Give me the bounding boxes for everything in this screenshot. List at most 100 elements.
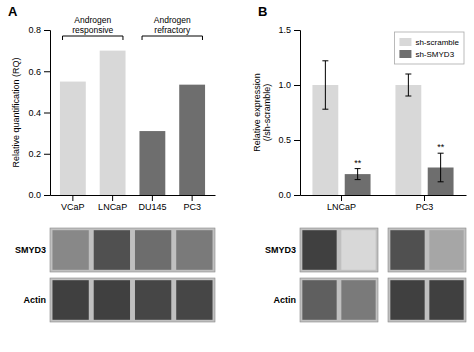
y-tick-label: 0.5	[278, 135, 291, 145]
bars	[312, 61, 453, 195]
y-tick: 0.6	[28, 67, 50, 77]
error-bar	[355, 169, 361, 180]
panel-1: 0.0 0.5 1.0 1.5 LNCaP PC3 Relative expression(…	[252, 4, 467, 212]
panel-2: SMYD3 Actin	[15, 228, 215, 322]
blot-band	[341, 230, 375, 270]
text-line: Relative quantification (RQ)	[11, 57, 21, 167]
blot-band	[176, 280, 212, 320]
y-tick: 0.5	[278, 135, 300, 145]
y-tick-label: 0.6	[28, 67, 41, 77]
x-axis: VCaP LNCaP DU145 PC3	[51, 195, 216, 212]
y-tick-mark	[44, 71, 50, 72]
error-bar	[438, 153, 444, 182]
y-tick: 0.0	[28, 190, 50, 200]
blot-background	[388, 228, 466, 272]
bar	[395, 85, 421, 195]
bracket-label: Androgenrefractory	[154, 15, 191, 35]
text-line: refractory	[154, 25, 191, 35]
x-tick: DU145	[138, 195, 166, 212]
y-tick-mark	[294, 30, 300, 31]
bars	[60, 51, 205, 195]
panel-0: 0.0 0.2 0.4 0.6 0.8 VCaP LNCaP DU145 PC3 Relative…	[8, 4, 216, 212]
y-axis: 0.0 0.2 0.4 0.6 0.8	[28, 25, 50, 200]
text-line: (/sh-scramble)	[262, 84, 272, 142]
x-tick-mark	[341, 195, 342, 201]
x-tick-label: LNCaP	[98, 202, 127, 212]
significance: **	[437, 142, 445, 152]
y-axis-title: Relative quantification (RQ)	[11, 57, 21, 167]
y-axis-title: Relative expression(/sh-scramble)	[252, 73, 272, 152]
legend-label: sh-SMYD3	[415, 50, 454, 59]
bar	[60, 82, 86, 195]
blot-row-label: Actin	[24, 295, 47, 305]
blot-band	[302, 230, 336, 270]
blot-band	[429, 230, 463, 270]
error-bar	[405, 74, 411, 96]
x-axis-line	[301, 195, 467, 196]
y-tick: 0.0	[278, 190, 300, 200]
text-line: Relative expression	[252, 73, 262, 152]
y-tick-mark	[44, 30, 50, 31]
blot-background	[50, 228, 215, 272]
y-tick-mark	[44, 195, 50, 196]
blot-background	[388, 278, 466, 322]
y-axis-line	[44, 31, 51, 196]
x-tick-mark	[72, 195, 73, 201]
y-axis: 0.0 0.5 1.0 1.5	[278, 25, 300, 200]
x-tick-mark	[112, 195, 113, 201]
bar	[179, 85, 205, 195]
blot-band	[94, 280, 130, 320]
legend-label: sh-scramble	[415, 38, 459, 47]
panel-label: B	[258, 4, 267, 19]
blot-background	[50, 278, 215, 322]
blot-background	[300, 278, 378, 322]
x-tick-mark	[192, 195, 193, 201]
y-tick-label: 1.5	[278, 25, 291, 35]
blot-band	[302, 280, 336, 320]
panel-label: A	[8, 4, 18, 19]
x-tick: PC3	[183, 195, 201, 212]
bar	[100, 51, 126, 195]
blot-band	[341, 280, 375, 320]
blot-band	[52, 230, 88, 270]
blot-row-label: SMYD3	[265, 245, 296, 255]
blot-band	[52, 280, 88, 320]
y-tick-mark	[294, 85, 300, 86]
y-tick-label: 0.0	[278, 190, 291, 200]
figure: 0.0 0.2 0.4 0.6 0.8 VCaP LNCaP DU145 PC3 Relative…	[0, 0, 474, 352]
blot-band	[135, 230, 171, 270]
y-tick-label: 0.2	[28, 149, 41, 159]
x-tick: LNCaP	[98, 195, 127, 212]
bracket	[142, 36, 202, 40]
legend: sh-scramble sh-SMYD3	[394, 32, 464, 64]
x-axis: LNCaP PC3	[301, 195, 467, 212]
y-tick: 0.4	[28, 108, 50, 118]
blot-background	[300, 228, 378, 272]
error-bar	[322, 61, 328, 109]
text-line: Androgen	[74, 15, 111, 25]
x-tick: PC3	[416, 195, 434, 212]
blot-row-label: Actin	[274, 295, 297, 305]
x-tick-label: PC3	[183, 202, 201, 212]
y-tick-mark	[294, 195, 300, 196]
legend-frame	[394, 32, 464, 64]
blot-band	[176, 230, 212, 270]
panel-3: SMYD3 Actin	[265, 228, 466, 322]
x-tick-mark	[152, 195, 153, 201]
blot-band	[94, 230, 130, 270]
y-tick-label: 1.0	[278, 80, 291, 90]
y-tick: 1.0	[278, 80, 300, 90]
y-tick-mark	[44, 113, 50, 114]
x-tick: VCaP	[61, 195, 85, 212]
text-line: Androgen	[154, 15, 191, 25]
x-tick-mark	[424, 195, 425, 201]
blot-band	[390, 280, 424, 320]
bracket-label: Androgenresponsive	[72, 15, 113, 35]
blot-row-label: SMYD3	[15, 245, 46, 255]
x-tick: LNCaP	[327, 195, 356, 212]
blot-band	[390, 230, 424, 270]
blot-band	[429, 280, 463, 320]
y-tick: 0.8	[28, 25, 50, 35]
y-tick-label: 0.8	[28, 25, 41, 35]
x-tick-label: PC3	[416, 202, 434, 212]
